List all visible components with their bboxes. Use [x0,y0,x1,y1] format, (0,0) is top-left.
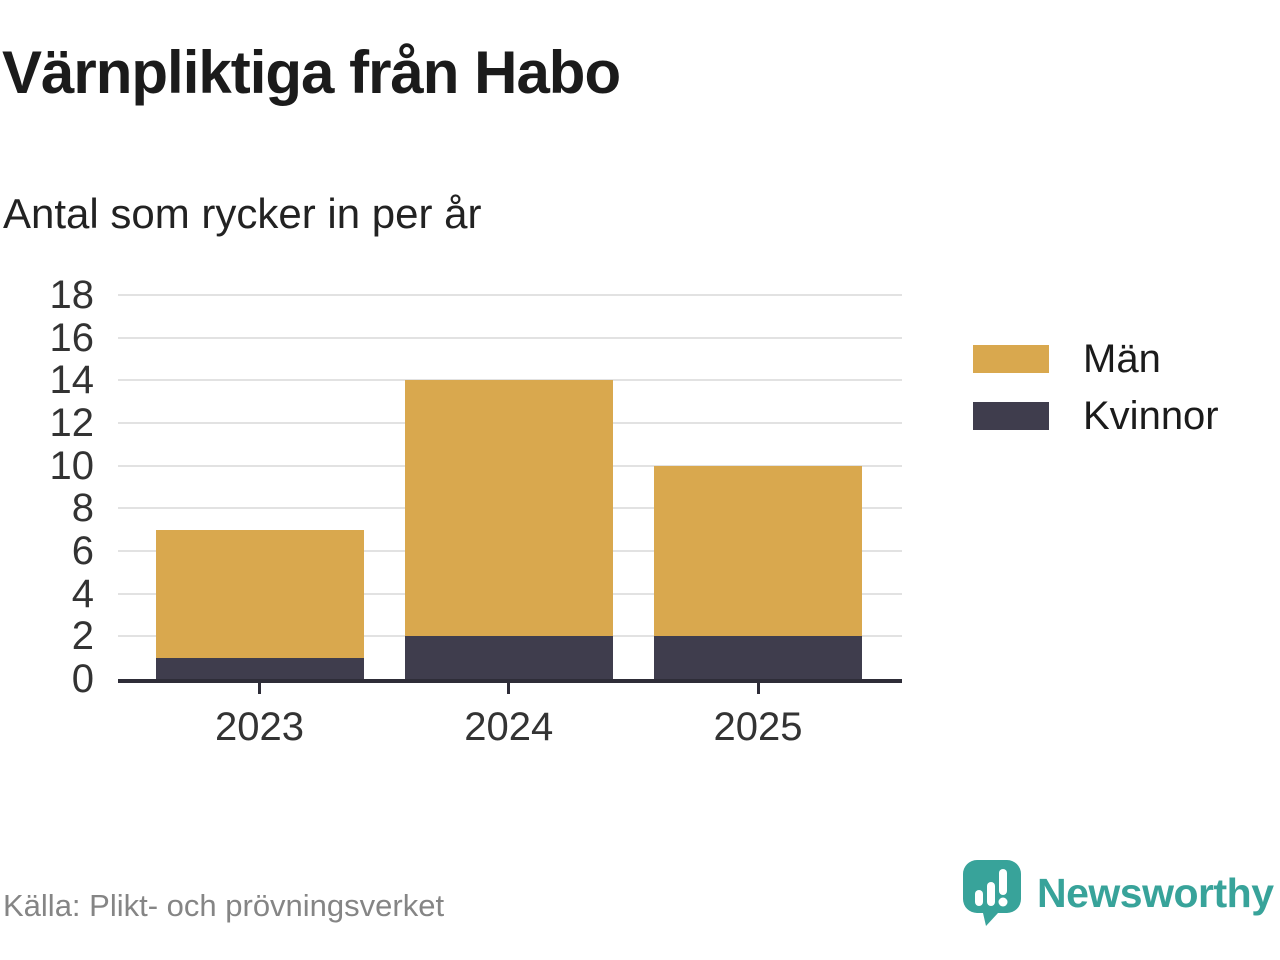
chart-title: Värnpliktiga från Habo [2,39,621,106]
legend-item-kvinnor: Kvinnor [973,393,1219,439]
y-axis-label-10: 10 [49,443,95,488]
newsworthy-brand: Newsworthy [963,860,1274,926]
legend-label-kvinnor: Kvinnor [1083,393,1219,438]
source-note: Källa: Plikt- och prövningsverket [3,888,445,923]
y-axis-label-16: 16 [49,315,95,360]
x-tick-2025 [756,683,760,694]
legend-label-män: Män [1083,336,1161,381]
chart-subtitle: Antal som rycker in per år [3,190,482,237]
y-axis-label-8: 8 [71,486,94,531]
x-tick-2024 [507,683,511,694]
y-axis-label-18: 18 [49,273,95,317]
y-axis-label-6: 6 [71,529,94,573]
legend-item-män: Män [973,336,1219,382]
bar-segment-2024-män [404,380,613,637]
bar-segment-2023-kvinnor [155,657,364,679]
y-axis-label-14: 14 [49,358,95,403]
x-tick-2023 [258,683,261,694]
gridline-18 [118,294,902,296]
newsworthy-logo-icon [963,860,1021,926]
legend-swatch-kvinnor [973,402,1049,430]
x-axis-line [118,679,902,683]
y-axis-label-2: 2 [71,614,94,659]
x-axis-label-2023: 2023 [215,705,304,749]
newsworthy-logo-text: Newsworthy [1037,869,1274,916]
y-axis-label-4: 4 [71,571,94,616]
y-axis-label-12: 12 [49,401,95,445]
gridline-16 [118,336,902,339]
x-axis-label-2024: 2024 [464,705,554,749]
bar-segment-2023-män [155,529,364,658]
legend-swatch-män [973,345,1049,373]
x-axis-label-2025: 2025 [713,705,803,749]
bar-segment-2024-kvinnor [404,636,613,679]
chart-legend: Män Kvinnor [973,336,1219,450]
bar-segment-2025-män [654,465,862,637]
bar-segment-2025-kvinnor [654,636,862,679]
y-axis-label-0: 0 [71,657,94,701]
